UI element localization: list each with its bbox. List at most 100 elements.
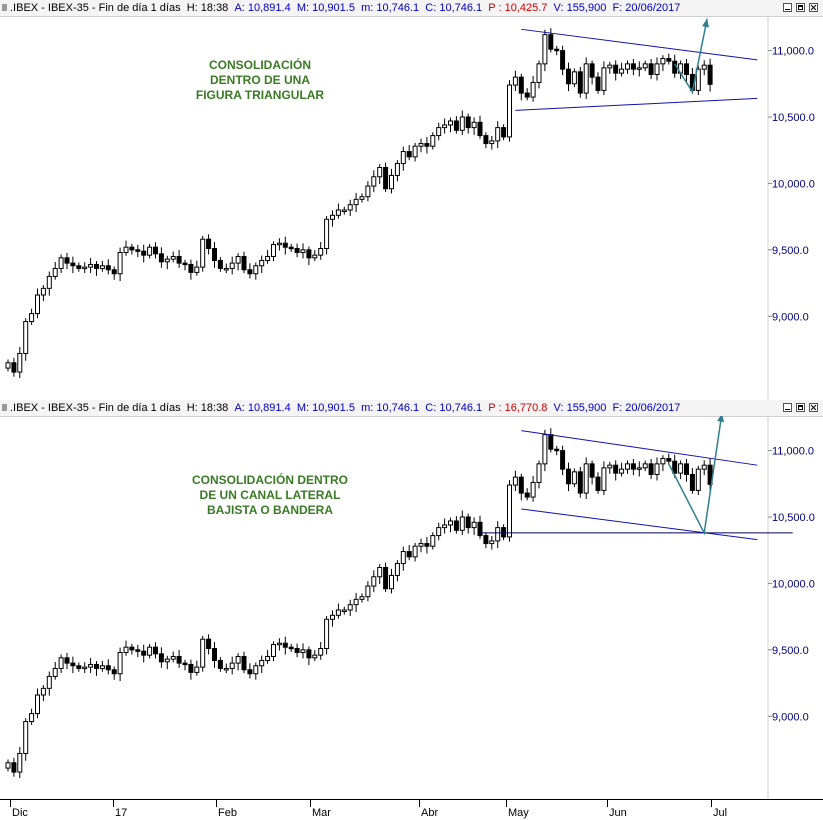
y-tick-label: 9,500.0 [772,645,809,657]
candle-body [282,642,288,648]
candle-body [271,644,276,657]
month-tick [10,799,11,807]
minimize-icon[interactable] [783,403,792,412]
close-icon[interactable] [809,3,818,12]
candle-body [341,609,347,612]
y-tick-label: 11,000.0 [772,46,814,58]
candle-body [442,124,448,129]
candle-body [571,471,577,485]
candle-body [282,242,288,248]
header-text: .IBEX - IBEX-35 - Fin de día 1 días H: 1… [10,0,680,16]
candle-body [158,253,164,263]
candle-body [530,481,536,498]
candle-body [306,649,312,659]
candle-body [265,255,271,261]
candle-body [695,468,701,491]
month-tick [113,799,114,807]
projection-arrowhead [702,18,709,28]
month-label: Abr [421,807,439,819]
candle-body [518,476,524,494]
candle-body [477,121,483,137]
candle-body [595,76,601,91]
candle-body [330,614,335,620]
candle-body [601,467,607,491]
maximize-icon[interactable] [796,403,805,412]
candle-body [583,63,589,94]
candle-body [164,258,170,263]
candle-body [259,659,265,667]
candle-body [11,362,17,373]
candle-body [229,662,235,669]
header-p: P : 10,425.7 [488,2,548,14]
y-tick-label: 9,500.0 [772,245,809,257]
candle-body [672,460,678,474]
candle-body [194,666,200,673]
y-tick-label: 9,000.0 [772,311,809,323]
minimize-icon[interactable] [783,3,792,12]
candle-body [182,662,188,666]
candle-body [182,262,188,266]
candle-body [347,204,353,211]
candle-body [560,50,566,70]
candle-body [94,663,99,669]
candle-body [324,218,330,250]
candle-body [158,653,164,663]
candle-body [625,63,630,70]
candle-body [141,650,147,656]
candle-body [318,248,324,256]
annotation-triangle: CONSOLIDACIÓN DENTRO DE UNA FIGURA TRIAN… [195,58,325,102]
header-volume: V: 155,900 [553,402,607,414]
candle-body [147,246,153,256]
candle-body [619,468,625,474]
candle-body [217,659,223,669]
candle-body [176,255,182,264]
month-label: 17 [115,807,128,819]
candle-body [212,248,217,261]
candle-body [448,120,453,126]
candle-body [642,463,648,469]
candle-body [566,468,571,485]
candle-body [70,662,76,667]
header-close: C: 10,746.1 [425,402,483,414]
candle-body [406,551,412,558]
time-axis [0,799,823,820]
close-icon[interactable] [809,403,818,412]
candle-body [412,145,418,158]
candle-body [642,63,648,69]
candle-body [548,34,554,50]
candlestick-chart-bottom: 9,000.0 9,500.0 10,000.0 10,500.0 11,000.0 [5,416,815,799]
candle-body [135,649,141,652]
candle-body [453,520,459,531]
month-label: May [508,807,529,819]
candle-body [347,604,353,611]
lower-trendline [515,97,758,111]
header-time: H: 18:38 [186,2,229,14]
candle-body [46,675,52,689]
header-high: M: 10,901.5 [296,2,355,14]
candle-body [11,762,17,773]
candle-body [324,618,330,650]
maximize-icon[interactable] [796,3,805,12]
candle-body [577,71,583,94]
y-tick-label: 10,000.0 [772,578,815,590]
candle-body [206,238,212,250]
candle-body [689,473,695,491]
candle-body [259,259,265,267]
scroll-marker-icon [2,4,7,11]
candle-body [70,262,76,267]
candle-body [276,242,282,246]
candle-body [695,68,701,91]
candle-body [300,249,306,253]
candle-body [471,121,477,129]
candle-body [589,63,595,78]
candle-body [312,654,318,659]
candle-body [630,463,636,470]
candle-body [571,71,577,85]
candle-body [129,246,135,251]
candle-body [542,434,548,465]
candle-body [465,116,471,129]
candle-body [88,663,94,668]
candle-body [229,262,235,269]
candle-body [170,255,176,260]
candle-body [660,58,666,65]
